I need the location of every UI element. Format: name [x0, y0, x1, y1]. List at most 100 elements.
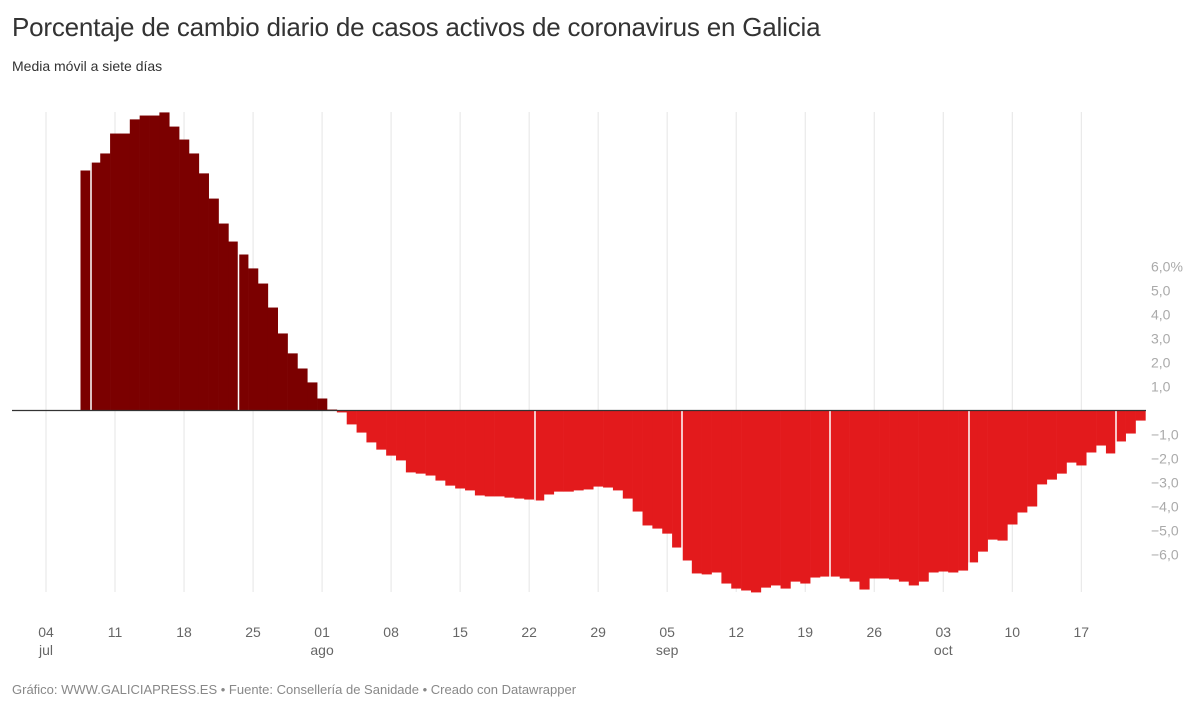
x-tick-label: 12	[728, 624, 744, 640]
y-tick-label: −1,0	[1151, 427, 1179, 443]
chart-subtitle: Media móvil a siete días	[12, 58, 163, 74]
y-tick-label: 3,0	[1151, 331, 1171, 347]
bar	[1076, 410, 1087, 466]
bar	[415, 410, 426, 474]
bar	[1027, 410, 1038, 507]
bar	[149, 115, 160, 411]
x-tick-label: 19	[797, 624, 813, 640]
bar	[317, 398, 328, 411]
bar	[346, 410, 357, 425]
bar	[159, 112, 170, 411]
x-tick-label: 26	[866, 624, 882, 640]
bar	[90, 162, 101, 411]
bar	[386, 410, 397, 456]
chart-title: Porcentaje de cambio diario de casos act…	[12, 12, 821, 42]
bar	[208, 198, 219, 411]
bar	[938, 410, 949, 572]
bar	[859, 410, 870, 590]
bar	[967, 410, 979, 563]
bar	[632, 410, 643, 512]
y-tick-label: −4,0	[1151, 499, 1179, 515]
bar	[810, 410, 821, 578]
bar	[958, 410, 969, 571]
bar	[356, 410, 367, 433]
footer-credits: Gráfico: WWW.GALICIAPRESS.ES • Fuente: C…	[12, 682, 577, 697]
bar	[721, 410, 732, 584]
bar	[297, 368, 308, 411]
month-separators	[90, 112, 1117, 600]
bar	[1086, 410, 1097, 453]
bar	[652, 410, 663, 529]
y-tick-label: −6,0	[1151, 547, 1179, 563]
bar	[948, 410, 959, 573]
bar	[1125, 410, 1136, 434]
bar	[908, 410, 919, 586]
x-month-label: oct	[934, 642, 953, 658]
bar	[820, 410, 831, 577]
x-month-label: jul	[38, 642, 53, 658]
bar	[514, 410, 525, 499]
x-tick-label: 11	[108, 624, 123, 640]
bar	[1007, 410, 1018, 525]
y-axis: 6,0% 5,0 4,0 3,0 2,0 1,0 −1,0 −2,0 −3,0 −4,0 −5,0 −…	[1151, 259, 1183, 563]
bar	[169, 126, 180, 411]
x-axis: 04 jul 11 18 25 01 ago 08 15 22 29 05 sep 12 19 26 03 oct…	[38, 624, 1089, 658]
bar	[248, 268, 259, 411]
bar	[642, 410, 653, 526]
bar	[918, 410, 929, 582]
bar	[257, 283, 269, 411]
bar	[977, 410, 988, 552]
bar	[869, 410, 880, 579]
x-tick-label: 29	[590, 624, 606, 640]
bar	[465, 410, 476, 491]
bar	[179, 139, 190, 411]
bar	[741, 410, 752, 591]
bar	[711, 410, 722, 573]
bar	[898, 410, 910, 582]
bar	[553, 410, 564, 492]
y-tick-label: −2,0	[1151, 451, 1179, 467]
x-tick-label: 04	[38, 624, 54, 640]
bar	[829, 410, 841, 577]
bar	[1017, 410, 1028, 513]
x-tick-label: 18	[176, 624, 192, 640]
bar	[376, 410, 387, 450]
y-tick-label: 1,0	[1151, 379, 1171, 395]
x-tick-label: 22	[521, 624, 537, 640]
x-tick-label: 03	[935, 624, 951, 640]
y-tick-label: −3,0	[1151, 475, 1179, 491]
bar	[425, 410, 436, 476]
bar	[681, 410, 693, 561]
bar	[277, 333, 288, 411]
bar	[543, 410, 555, 495]
bar	[573, 410, 584, 491]
bar	[307, 382, 318, 411]
bar	[662, 410, 673, 534]
bar	[770, 410, 781, 586]
x-month-label: ago	[310, 642, 334, 658]
y-tick-label: 5,0	[1151, 283, 1171, 299]
bar	[672, 410, 683, 548]
bar	[760, 410, 771, 588]
bar	[267, 307, 278, 411]
bar	[534, 410, 545, 501]
bar	[396, 410, 407, 461]
x-tick-label: 17	[1074, 624, 1090, 640]
y-tick-label: 2,0	[1151, 355, 1171, 371]
bar	[839, 410, 850, 579]
bar	[494, 410, 505, 497]
bar	[928, 410, 939, 573]
bar	[879, 410, 890, 579]
bar	[997, 410, 1008, 541]
bar	[218, 223, 229, 411]
bar	[366, 410, 377, 443]
bar	[139, 115, 150, 411]
bar	[780, 410, 791, 589]
bar	[445, 410, 456, 486]
bar	[1096, 410, 1107, 446]
bars	[80, 112, 1146, 593]
bar	[1046, 410, 1057, 480]
bar	[405, 410, 417, 473]
bar	[987, 410, 998, 540]
x-month-label: sep	[656, 642, 679, 658]
